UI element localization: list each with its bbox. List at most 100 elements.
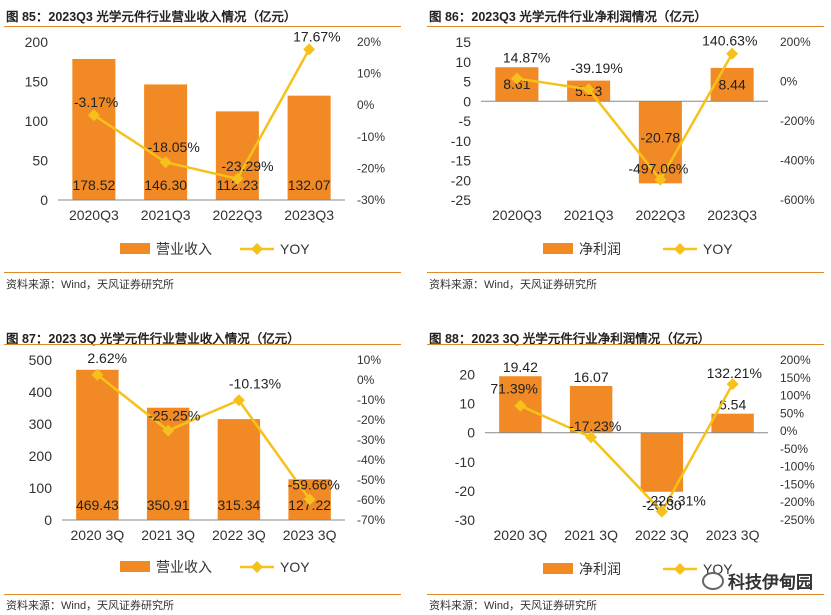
bar-value-label: 469.43 [76,497,119,513]
y-tick-label: 10 [455,54,471,70]
y2-tick-label: -100% [780,460,815,474]
y-tick-label: -20 [451,172,471,188]
y-tick-label: -20 [455,483,475,499]
source-rule [4,594,401,595]
x-tick-label: 2021Q3 [141,207,191,223]
y-tick-label: 100 [25,113,49,129]
x-tick-label: 2022 3Q [212,527,266,543]
y2-tick-label: -250% [780,513,815,527]
legend-label: YOY [280,241,310,257]
source-note: 资料来源：Wind，天风证券研究所 [429,279,598,291]
yoy-value-label: -10.13% [229,375,281,391]
y-tick-label: 0 [44,512,52,528]
x-tick-label: 2020 3Q [71,527,125,543]
yoy-marker [726,47,739,60]
yoy-marker [162,424,175,437]
x-tick-label: 2022Q3 [212,207,262,223]
x-tick-label: 2020Q3 [492,207,542,223]
source-note: 资料来源：Wind，天风证券研究所 [6,279,175,291]
y2-tick-label: 150% [780,371,811,385]
yoy-marker [582,83,595,96]
source-note: 资料来源：Wind，天风证券研究所 [429,600,598,612]
chart-svg: 0 50 100 150 200 -30% -20% -10% 0% 10% 20% 2020Q3 20… [25,28,386,257]
source-rule [427,594,824,595]
y-tick-label: 15 [455,34,471,50]
chart-title: 图 85：2023Q3 光学元件行业营业收入情况（亿元） [6,10,297,24]
y2-tick-label: 0% [780,75,798,89]
yoy-marker [655,505,668,518]
title-rule [4,26,401,27]
yoy-marker [231,172,244,185]
legend-label: 净利润 [579,241,621,257]
x-tick-label: 2023Q3 [707,207,757,223]
yoy-value-label: -39.19% [571,60,623,76]
chart-panel-86: 图 86：2023Q3 光学元件行业净利润情况（亿元） -25 -20 -15 -10… [423,0,828,300]
y2-tick-label: -400% [780,154,815,168]
chart-title: 图 86：2023Q3 光学元件行业净利润情况（亿元） [429,10,707,24]
yoy-value-label: 71.39% [490,381,537,397]
y2-tick-label: -40% [357,453,385,467]
x-tick-label: 2021 3Q [141,527,195,543]
legend-line-marker [251,243,263,255]
y2-tick-label: -20% [357,161,385,175]
y-tick-label: 10 [459,396,475,412]
y2-tick-label: -60% [357,493,385,507]
bar-value-label: 8.44 [719,77,746,93]
y2-tick-label: 200% [780,353,811,367]
legend-bar-swatch [120,243,150,254]
legend-label: YOY [703,241,733,257]
y-tick-label: -10 [455,454,475,470]
bar-value-label: 19.42 [503,359,538,375]
y2-tick-label: 10% [357,353,381,367]
bar [287,95,331,200]
x-tick-label: 2021Q3 [564,207,614,223]
x-tick-label: 2022Q3 [635,207,685,223]
x-tick-label: 2022 3Q [635,527,689,543]
yoy-marker [510,72,523,85]
legend-label: 净利润 [579,561,621,577]
yoy-line [516,53,734,182]
y2-tick-label: 0% [357,98,375,112]
y2-tick-label: -50% [357,473,385,487]
source-rule [4,272,401,273]
yoy-marker [232,394,245,407]
bar-value-label: 178.52 [72,177,115,193]
y2-tick-label: 10% [357,67,381,81]
legend-label: YOY [280,559,310,575]
legend-label: 营业收入 [156,241,212,257]
y2-tick-label: -30% [357,193,385,207]
bar-value-label: 146.30 [144,177,187,193]
legend-bar-swatch [120,561,150,572]
bar [710,67,754,102]
yoy-value-label: -17.23% [569,418,621,434]
y2-tick-label: 0% [357,373,375,387]
yoy-line [93,48,311,181]
y-tick-label: 0 [463,93,471,109]
yoy-marker [91,368,104,381]
y2-tick-label: -10% [357,130,385,144]
yoy-marker [726,378,739,391]
yoy-value-label: -59.66% [288,476,340,492]
title-rule [427,344,824,345]
y2-tick-label: -10% [357,393,385,407]
y-tick-label: 150 [25,74,49,90]
y2-tick-label: 200% [780,35,811,49]
yoy-value-label: 14.87% [503,50,550,66]
y-tick-label: 20 [459,367,475,383]
y-tick-label: 0 [40,192,48,208]
legend-bar-swatch [543,563,573,574]
legend-line-marker [251,561,263,573]
y-tick-label: -10 [451,133,471,149]
yoy-value-label: -497.06% [628,161,688,177]
bar [711,413,754,433]
yoy-marker [159,156,172,169]
yoy-value-label: -25.25% [148,408,200,424]
yoy-marker [303,43,316,56]
y-tick-label: 0 [467,425,475,441]
yoy-value-label: 140.63% [702,33,757,49]
chart-panel-88: 图 88：2023 3Q 光学元件行业净利润情况（亿元） -30 -20 -10 0 1… [423,322,828,615]
bar [638,101,682,184]
yoy-marker [514,399,527,412]
bar-value-label: 6.54 [719,397,746,413]
yoy-marker [303,493,316,506]
